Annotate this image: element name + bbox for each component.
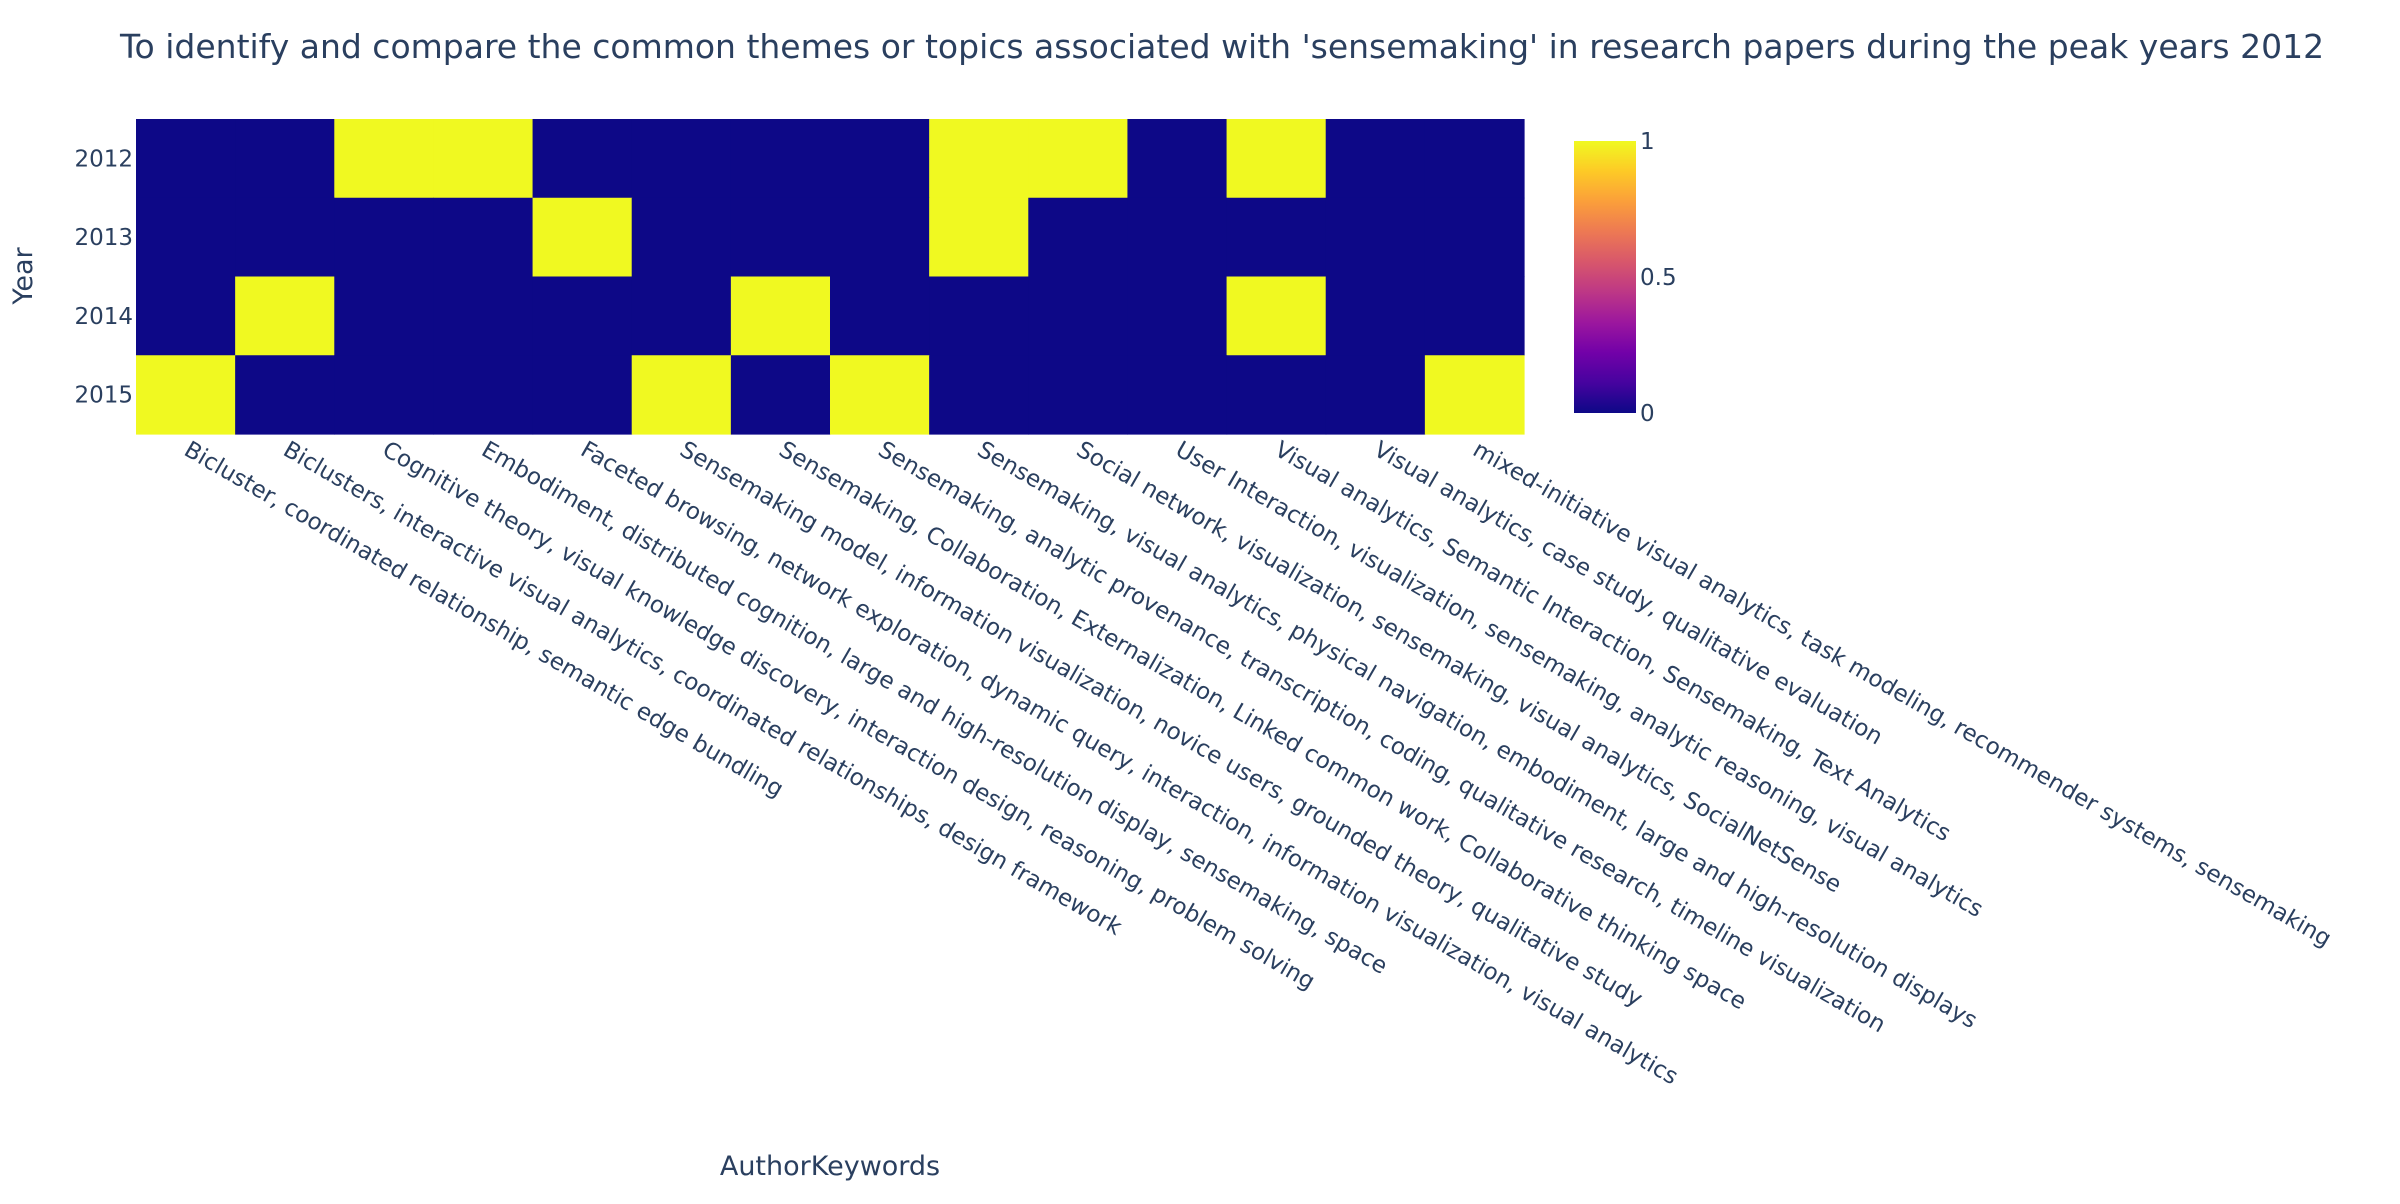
y-tick-label: 2015 bbox=[74, 383, 133, 409]
heatmap-cell bbox=[334, 197, 435, 278]
heatmap-cell bbox=[433, 197, 534, 278]
heatmap-cell bbox=[334, 276, 435, 356]
y-axis-ticks: 2012 2013 2014 2015 bbox=[74, 146, 133, 408]
heatmap-cell bbox=[235, 197, 335, 278]
heatmap-cell bbox=[235, 276, 335, 356]
heatmap-cell bbox=[1424, 119, 1525, 199]
heatmap-cell bbox=[1127, 355, 1228, 435]
heatmap-cell bbox=[730, 119, 831, 199]
heatmap-cell bbox=[1028, 355, 1129, 435]
heatmap-cell bbox=[631, 355, 732, 435]
colorbar-tick-label: 0 bbox=[1640, 401, 1655, 427]
heatmap-cell bbox=[830, 355, 930, 435]
heatmap-cell bbox=[1325, 119, 1426, 199]
heatmap-cell bbox=[136, 276, 236, 356]
colorbar-tick-label: 0.5 bbox=[1640, 265, 1677, 291]
x-tick-label: Sensemaking, analytic provenance, transc… bbox=[874, 437, 1890, 1039]
heatmap-cell bbox=[1028, 276, 1129, 356]
colorbar-ticks: 00.51 bbox=[1640, 129, 1677, 427]
colorbar: 00.51 bbox=[1574, 129, 1677, 427]
heatmap-cell bbox=[532, 355, 633, 435]
chart-title: To identify and compare the common theme… bbox=[119, 27, 2324, 66]
heatmap-cell bbox=[929, 197, 1029, 278]
heatmap-cell bbox=[830, 197, 930, 278]
heatmap-cell bbox=[532, 276, 633, 356]
y-tick-label: 2014 bbox=[74, 304, 133, 330]
heatmap-cell bbox=[631, 276, 732, 356]
heatmap-cell bbox=[1028, 119, 1129, 199]
heatmap-cell bbox=[830, 276, 930, 356]
heatmap-cell bbox=[136, 197, 236, 278]
heatmap-cell bbox=[1424, 355, 1525, 435]
heatmap-cell bbox=[235, 355, 335, 435]
heatmap-cell bbox=[1226, 119, 1327, 199]
heatmap-cell bbox=[730, 276, 831, 356]
x-tick-label: Sensemaking, visual analytics, physical … bbox=[973, 437, 1982, 1034]
heatmap-cell bbox=[433, 119, 534, 199]
heatmap-cell bbox=[136, 119, 236, 199]
heatmap-cell bbox=[334, 119, 435, 199]
heatmap-cell bbox=[631, 119, 732, 199]
heatmap-cell bbox=[334, 355, 435, 435]
heatmap-cell bbox=[730, 197, 831, 278]
heatmap-cell bbox=[1127, 197, 1228, 278]
heatmap-cell bbox=[1226, 197, 1327, 278]
heatmap-cell bbox=[1325, 355, 1426, 435]
x-axis-ticks: Bicluster, coordinated relationship, sem… bbox=[180, 437, 2336, 1091]
heatmap-cell bbox=[433, 276, 534, 356]
heatmap-cell bbox=[532, 119, 633, 199]
heatmap-cell bbox=[136, 355, 236, 435]
y-axis-title: Year bbox=[8, 247, 39, 306]
heatmap-cell bbox=[929, 119, 1029, 199]
heatmap-cell bbox=[1424, 276, 1525, 356]
heatmap-cell bbox=[1325, 276, 1426, 356]
heatmap-cell bbox=[235, 119, 335, 199]
heatmap-cell bbox=[830, 119, 930, 199]
heatmap-cell bbox=[929, 276, 1029, 356]
heatmap-cell bbox=[1127, 276, 1228, 356]
heatmap-cell bbox=[433, 355, 534, 435]
x-axis-title: AuthorKeywords bbox=[720, 1151, 940, 1182]
heatmap-cell bbox=[631, 197, 732, 278]
heatmap-cells bbox=[136, 119, 1525, 435]
heatmap-cell bbox=[730, 355, 831, 435]
heatmap-cell bbox=[929, 355, 1029, 435]
heatmap-cell bbox=[532, 197, 633, 278]
heatmap-cell bbox=[1028, 197, 1129, 278]
heatmap-cell bbox=[1127, 119, 1228, 199]
heatmap-cell bbox=[1226, 355, 1327, 435]
colorbar-gradient bbox=[1574, 141, 1636, 413]
y-tick-label: 2012 bbox=[74, 146, 133, 172]
y-tick-label: 2013 bbox=[74, 225, 133, 251]
heatmap-cell bbox=[1325, 197, 1426, 278]
heatmap-cell bbox=[1226, 276, 1327, 356]
heatmap-cell bbox=[1424, 197, 1525, 278]
colorbar-tick-label: 1 bbox=[1640, 129, 1655, 155]
